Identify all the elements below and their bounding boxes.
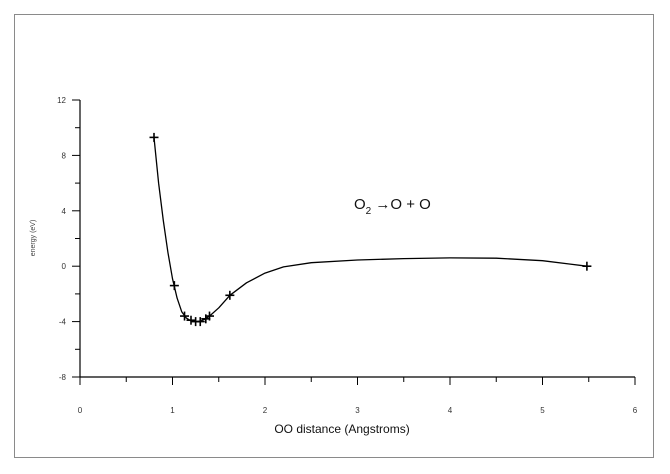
- data-point-marker: [169, 281, 179, 291]
- y-tick-label: -4: [59, 318, 67, 327]
- y-tick-label: 12: [57, 96, 66, 105]
- y-tick-label: 4: [62, 207, 67, 216]
- annotation-main: O: [354, 196, 366, 213]
- axes: [79, 100, 635, 378]
- y-tick-label: -8: [59, 373, 67, 382]
- x-tick-label: 4: [448, 406, 453, 415]
- chart-frame: [14, 14, 654, 458]
- data-series: [153, 137, 587, 323]
- y-tick-label: 8: [62, 151, 67, 160]
- x-tick-label: 2: [263, 406, 268, 415]
- data-point-marker: [582, 261, 592, 271]
- x-tick-label: 5: [540, 406, 545, 415]
- y-axis-title: energy (eV): [30, 220, 37, 257]
- data-point-marker: [195, 317, 205, 327]
- x-axis-title: OO distance (Angstroms): [274, 422, 409, 436]
- x-tick-label: 6: [633, 406, 638, 415]
- x-tick-label: 0: [78, 406, 83, 415]
- energy-curve-line: [153, 137, 587, 323]
- data-point-marker: [149, 132, 159, 142]
- reaction-annotation: O2 →O + O: [354, 196, 431, 217]
- data-markers: [149, 132, 592, 327]
- ticks: [72, 99, 636, 385]
- x-tick-label: 1: [170, 406, 175, 415]
- data-point-marker: [205, 311, 214, 321]
- data-point-marker: [180, 311, 190, 321]
- y-tick-label: 0: [62, 262, 67, 271]
- data-point-marker: [186, 315, 196, 325]
- annotation-rest: →O + O: [371, 196, 431, 213]
- data-point-marker: [225, 290, 235, 300]
- annotation-subscript: 2: [366, 206, 372, 217]
- x-tick-label: 3: [355, 406, 360, 415]
